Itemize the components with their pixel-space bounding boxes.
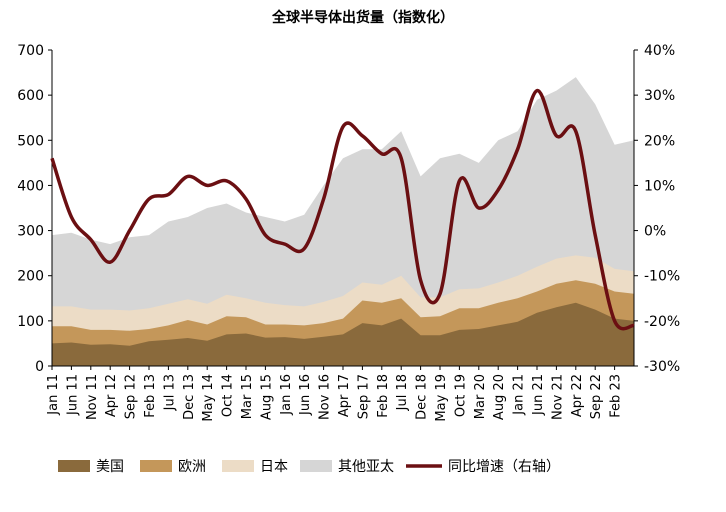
x-tick-label: Feb 18 — [376, 374, 391, 418]
x-tick-label: Oct 19 — [453, 374, 468, 417]
x-tick-label: Sep 17 — [356, 374, 371, 419]
x-tick-label: Jun 21 — [531, 374, 546, 416]
left-tick-label: 700 — [17, 43, 44, 59]
x-tick-label: Jul 13 — [162, 374, 177, 411]
axes: 0 100 200 300 400 500 600 700 -30% -20% -10% 0% 10% 2… — [17, 43, 680, 422]
x-tick-label: Jun 16 — [298, 374, 313, 416]
legend-label: 同比增速（右轴） — [448, 459, 560, 475]
right-tick-label: -10% — [644, 269, 680, 285]
x-tick-label: Aug 15 — [259, 374, 274, 420]
legend: 美国 欧洲 日本 其他亚太 同比增速（右轴） — [58, 459, 560, 475]
yoy-line-layer — [50, 88, 635, 331]
legend-label: 美国 — [96, 459, 124, 475]
x-tick-label: May 19 — [434, 374, 449, 422]
left-tick-label: 0 — [35, 359, 44, 375]
x-tick-label: Apr 22 — [570, 374, 585, 417]
legend-swatch — [222, 460, 254, 472]
area-us — [52, 302, 634, 366]
x-tick-label: Sep 22 — [589, 374, 604, 419]
legend-label: 其他亚太 — [338, 459, 394, 475]
x-tick-label: Nov 16 — [318, 374, 333, 420]
x-tick-label: Aug 20 — [492, 374, 507, 420]
x-tick-label: Feb 13 — [143, 374, 158, 418]
legend-swatch — [58, 460, 90, 472]
yoy-growth-line — [50, 88, 635, 331]
right-tick-label: 10% — [644, 178, 675, 194]
left-tick-label: 100 — [17, 314, 44, 330]
legend-label: 欧洲 — [178, 459, 206, 475]
left-tick-label: 200 — [17, 269, 44, 285]
left-tick-label: 400 — [17, 178, 44, 194]
right-tick-label: 20% — [644, 133, 675, 149]
legend-swatch — [300, 460, 332, 472]
x-tick-label: Jun 11 — [65, 374, 80, 416]
x-tick-label: May 14 — [201, 374, 216, 422]
legend-label: 日本 — [260, 459, 288, 475]
chart-title: 全球半导体出货量（指数化） — [271, 9, 454, 26]
x-tick-label: Sep 12 — [124, 374, 139, 419]
x-tick-label: Apr 12 — [104, 374, 119, 417]
right-tick-label: 30% — [644, 88, 675, 104]
x-tick-label: Jan 11 — [46, 374, 61, 416]
right-tick-label: 40% — [644, 43, 675, 59]
left-tick-label: 500 — [17, 133, 44, 149]
right-tick-label: -20% — [644, 314, 680, 330]
x-tick-label: Feb 23 — [609, 374, 624, 418]
right-tick-label: 0% — [644, 224, 666, 240]
left-tick-label: 600 — [17, 88, 44, 104]
x-tick-label: Mar 20 — [473, 374, 488, 419]
x-tick-label: Dec 18 — [415, 374, 430, 420]
right-tick-label: -30% — [644, 359, 680, 375]
x-tick-label: Jan 21 — [512, 374, 527, 416]
x-tick-label: Jan 16 — [279, 374, 294, 416]
x-tick-label: Mar 15 — [240, 374, 255, 419]
area-layers — [52, 77, 634, 366]
legend-swatch — [140, 460, 172, 472]
x-tick-label: Jul 18 — [395, 374, 410, 411]
x-tick-label: Oct 14 — [221, 374, 236, 417]
x-tick-label: Nov 21 — [550, 374, 565, 420]
x-tick-label: Dec 13 — [182, 374, 197, 420]
x-tick-label: Apr 17 — [337, 374, 352, 417]
left-tick-label: 300 — [17, 224, 44, 240]
x-tick-label: Nov 11 — [85, 374, 100, 420]
